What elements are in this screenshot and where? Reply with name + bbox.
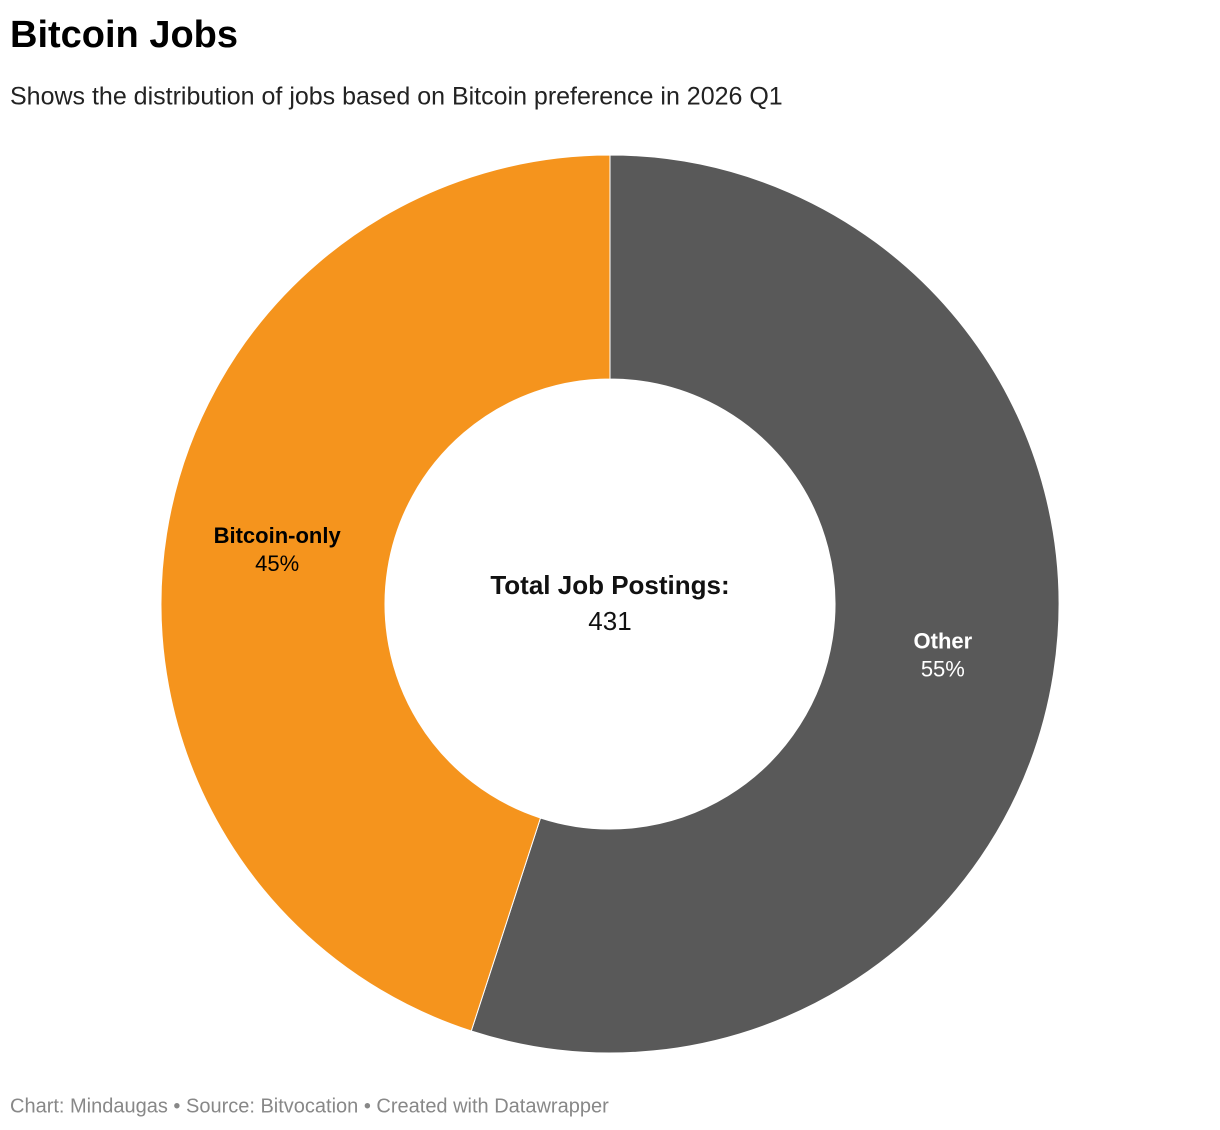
footer: Chart: Mindaugas • Source: Bitvocation •…: [10, 1095, 609, 1117]
center-label: Total Job Postings:: [490, 570, 729, 600]
chart-title: Bitcoin Jobs: [10, 14, 238, 56]
slice-label: Other: [914, 629, 973, 654]
wedge: [160, 154, 611, 1032]
wedge: [470, 154, 1060, 1054]
chart-subtitle: Shows the distribution of jobs based on …: [10, 83, 783, 111]
slice-value-label: 55%: [921, 657, 965, 682]
donut: Other 55% Bitcoin-only 45%: [160, 154, 1060, 1054]
slice-label: Bitcoin-only: [214, 523, 342, 548]
center-value: 431: [588, 606, 631, 636]
slice-value-label: 45%: [255, 551, 299, 576]
